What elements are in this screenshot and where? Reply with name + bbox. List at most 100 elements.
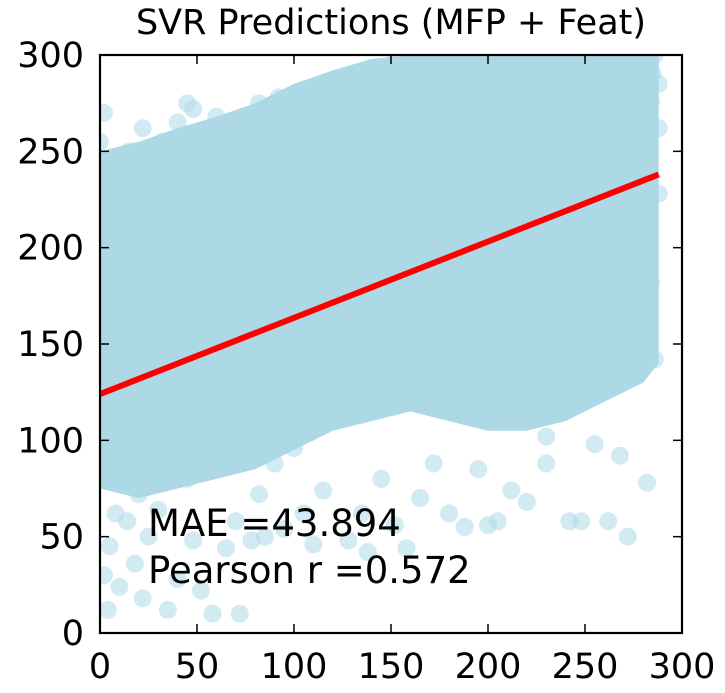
- scatter-point: [352, 84, 371, 103]
- scatter-point: [158, 200, 177, 219]
- scatter-point: [339, 311, 358, 330]
- scatter-point: [385, 516, 404, 535]
- scatter-point: [149, 500, 168, 519]
- x-tick-label: 150: [358, 647, 425, 687]
- scatter-point: [294, 126, 313, 145]
- points-layer: [100, 55, 668, 623]
- scatter-point: [114, 209, 133, 228]
- y-tick-label: 150: [17, 325, 84, 365]
- scatter-point: [153, 132, 172, 151]
- x-tick-label: 200: [455, 647, 522, 687]
- scatter-point: [207, 107, 226, 126]
- scatter-point: [304, 535, 323, 554]
- scatter-point: [236, 415, 255, 434]
- scatter-point: [401, 55, 420, 68]
- scatter-point: [537, 177, 556, 195]
- scatter-point: [191, 126, 210, 145]
- scatter-point: [382, 55, 400, 74]
- scatter-point: [314, 481, 333, 500]
- scatter-point: [595, 286, 614, 305]
- scatter-point: [327, 190, 346, 209]
- scatter-point: [197, 319, 216, 338]
- scatter-point: [420, 157, 439, 176]
- scatter-point: [118, 512, 137, 531]
- scatter-point: [469, 460, 488, 479]
- scatter-point: [203, 604, 222, 623]
- scatter-point: [502, 481, 521, 500]
- scatter-point: [133, 589, 152, 608]
- scatter-point: [537, 427, 556, 446]
- scatter-point: [362, 61, 381, 80]
- scatter-point: [129, 180, 148, 199]
- scatter-point: [236, 146, 255, 165]
- scatter-point: [222, 161, 241, 180]
- scatter-point: [168, 113, 187, 132]
- scatter-point: [343, 65, 362, 84]
- scatter-point: [125, 554, 144, 573]
- scatter-point: [502, 315, 521, 334]
- scatter-point: [479, 257, 497, 276]
- y-tick-label: 0: [62, 614, 84, 654]
- chart-title: SVR Predictions (MFP + Feat): [136, 3, 646, 43]
- scatter-point: [618, 527, 637, 546]
- scatter-point: [145, 153, 164, 172]
- scatter-point: [490, 196, 509, 215]
- scatter-point: [467, 142, 486, 161]
- scatter-point: [120, 421, 139, 440]
- scatter-point: [333, 94, 352, 113]
- scatter-point: [455, 323, 474, 342]
- scatter-point: [618, 215, 637, 234]
- scatter-point: [339, 531, 358, 550]
- scatter-point: [139, 300, 158, 319]
- scatter-point: [548, 300, 567, 319]
- scatter-point: [265, 454, 284, 473]
- x-tick-label: 300: [649, 647, 716, 687]
- scatter-point: [100, 103, 113, 122]
- scatter-point: [314, 377, 333, 396]
- scatter-point: [106, 190, 125, 209]
- scatter-point: [226, 119, 245, 138]
- scatter-point: [158, 600, 177, 619]
- scatter-point: [645, 350, 664, 369]
- scatter-point: [300, 273, 319, 292]
- scatter-point: [100, 566, 113, 585]
- x-tick-label: 100: [261, 647, 328, 687]
- scatter-point: [583, 161, 602, 180]
- scatter-point: [314, 107, 333, 126]
- scatter-point: [242, 531, 261, 550]
- scatter-point: [261, 142, 280, 161]
- scatter-point: [610, 446, 629, 465]
- scatter-point: [455, 518, 474, 536]
- scatter-point: [498, 61, 517, 80]
- scatter-point: [178, 469, 197, 488]
- scatter-point: [444, 209, 463, 228]
- scatter-point: [285, 439, 303, 457]
- scatter-point: [517, 493, 536, 511]
- scatter-point: [537, 454, 556, 473]
- scatter-point: [129, 485, 148, 504]
- scatter-point: [110, 577, 129, 596]
- scatter-point: [649, 184, 668, 203]
- scatter-point: [517, 55, 536, 64]
- scatter-point: [638, 473, 657, 492]
- scatter-point: [100, 161, 115, 180]
- scatter-point: [351, 246, 369, 265]
- scatter-point: [513, 119, 532, 138]
- scatter-point: [246, 306, 265, 325]
- scatter-point: [255, 119, 274, 138]
- scatter-point: [100, 537, 119, 556]
- scatter-point: [100, 286, 119, 305]
- scatter-point: [372, 74, 391, 93]
- scatter-point: [261, 358, 280, 377]
- scatter-point: [411, 489, 430, 508]
- scatter-point: [424, 454, 443, 473]
- scatter-point: [626, 57, 645, 76]
- scatter-point: [294, 504, 313, 523]
- scatter-point: [572, 512, 591, 531]
- y-tick-label: 100: [17, 421, 84, 461]
- scatter-point: [649, 119, 668, 138]
- scatter-point: [207, 209, 226, 228]
- scatter-point: [607, 88, 625, 107]
- scatter-point: [488, 512, 507, 531]
